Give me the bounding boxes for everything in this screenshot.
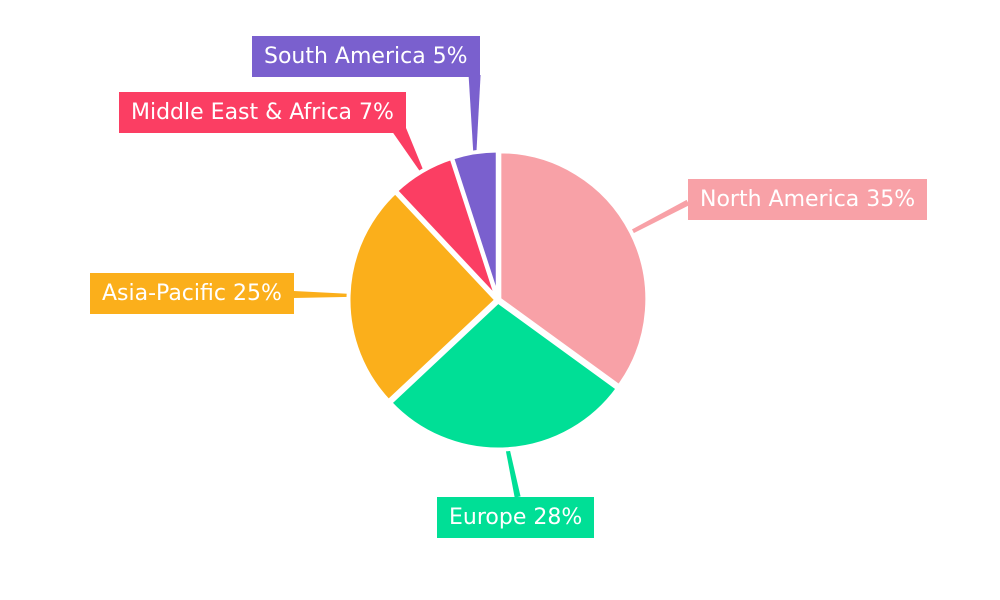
pie-slice-north-america — [497, 149, 650, 389]
leader-line-asia-pacific — [293, 291, 351, 298]
callout-label-middle-east-africa: Middle East & Africa 7% — [119, 92, 406, 133]
leader-line-europe — [505, 447, 521, 498]
callout-label-north-america: North America 35% — [688, 179, 928, 220]
pie-slice-asia-pacific — [346, 190, 499, 404]
leader-line-north-america — [628, 199, 690, 235]
callout-label-south-america: South America 5% — [252, 36, 480, 77]
leader-line-south-america — [468, 74, 481, 154]
pie-slice-south-america — [450, 148, 500, 301]
callout-label-europe: Europe 28% — [437, 497, 595, 538]
pie-slice-europe — [388, 299, 620, 452]
callout-label-asia-pacific: Asia-Pacific 25% — [90, 273, 294, 314]
leader-line-middle-east-africa — [392, 125, 424, 174]
